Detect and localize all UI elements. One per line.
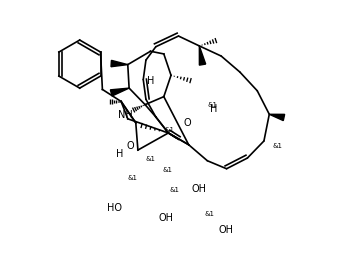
Text: OH: OH [191, 184, 206, 194]
Text: H: H [210, 104, 217, 114]
Text: OH: OH [218, 225, 233, 235]
Polygon shape [269, 114, 285, 121]
Polygon shape [199, 46, 206, 65]
Polygon shape [111, 60, 128, 67]
Text: &1: &1 [207, 102, 217, 108]
Text: OH: OH [159, 213, 174, 223]
Text: &1: &1 [272, 143, 282, 149]
Text: O: O [184, 118, 191, 128]
Text: &1: &1 [146, 156, 156, 162]
Text: &1: &1 [165, 127, 175, 133]
Text: H: H [147, 76, 154, 86]
Text: &1: &1 [170, 187, 180, 193]
Text: H: H [116, 149, 124, 159]
Text: NH: NH [118, 110, 132, 120]
Polygon shape [110, 88, 129, 96]
Text: HO: HO [107, 203, 122, 213]
Text: &1: &1 [128, 175, 138, 181]
Text: O: O [127, 141, 135, 151]
Text: &1: &1 [204, 211, 214, 217]
Text: &1: &1 [162, 167, 172, 173]
